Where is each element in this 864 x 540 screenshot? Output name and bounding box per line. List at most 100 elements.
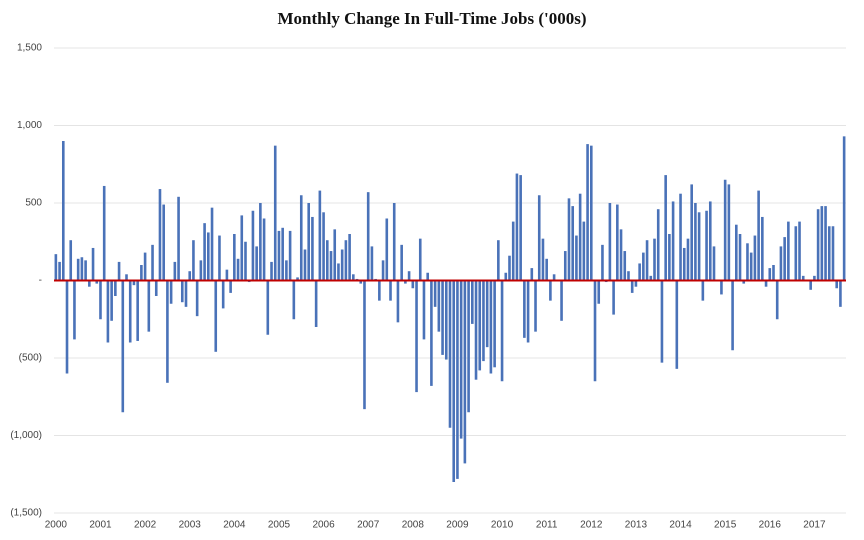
chart-title: Monthly Change In Full-Time Jobs ('000s) — [277, 9, 586, 28]
bar — [798, 221, 801, 281]
y-tick-label: (1,500) — [10, 508, 42, 519]
bar — [158, 189, 162, 281]
bar — [645, 240, 649, 281]
bar — [571, 206, 575, 281]
bar — [563, 251, 567, 281]
bar — [199, 260, 203, 281]
bar — [772, 265, 775, 281]
bar — [545, 258, 548, 281]
bar — [597, 280, 601, 304]
bar — [668, 234, 671, 281]
bar — [831, 226, 835, 281]
bar — [664, 175, 667, 281]
bar — [385, 218, 389, 281]
bar — [407, 271, 411, 281]
x-tick-label: 2017 — [803, 520, 826, 531]
bar — [593, 280, 597, 382]
bar — [207, 232, 210, 281]
bar — [537, 195, 541, 281]
bar — [764, 280, 768, 287]
bar — [184, 280, 188, 307]
bar — [697, 212, 701, 281]
bar — [99, 280, 102, 320]
bar — [768, 268, 772, 281]
bar — [623, 251, 627, 281]
bar — [842, 136, 846, 281]
bar — [749, 252, 753, 281]
x-tick-label: 2004 — [223, 520, 246, 531]
bar — [177, 196, 180, 281]
y-tick-label: (500) — [19, 353, 42, 364]
bar — [675, 280, 679, 369]
bar — [233, 234, 236, 281]
bar — [430, 280, 433, 386]
bar — [493, 280, 496, 368]
bar — [344, 240, 348, 281]
x-tick-label: 2008 — [402, 520, 425, 531]
bar — [560, 280, 563, 321]
bar — [738, 234, 742, 281]
bar — [314, 280, 318, 327]
bar — [575, 235, 578, 281]
bar — [270, 261, 273, 281]
bar — [582, 221, 586, 281]
bar — [761, 216, 764, 281]
bar — [61, 141, 65, 281]
x-tick-label: 2015 — [714, 520, 737, 531]
bar — [378, 280, 381, 301]
bar — [91, 247, 95, 281]
bar — [775, 280, 779, 320]
bar — [586, 144, 589, 281]
bar — [110, 280, 113, 321]
bar — [236, 258, 240, 281]
bar — [630, 280, 634, 293]
bar — [813, 275, 816, 281]
bar — [151, 244, 154, 281]
bar — [779, 246, 783, 281]
bar — [515, 173, 519, 281]
x-tick-label: 2007 — [357, 520, 380, 531]
bar — [244, 241, 247, 281]
bar — [682, 247, 686, 281]
bar — [534, 280, 537, 332]
bar — [84, 260, 87, 281]
bar — [255, 246, 258, 281]
bar — [801, 275, 805, 281]
bar — [816, 209, 820, 281]
bar — [787, 221, 790, 281]
bar — [463, 280, 467, 464]
bar — [318, 190, 322, 281]
bar — [392, 203, 396, 281]
bar — [169, 280, 173, 304]
bar — [404, 280, 407, 284]
bar — [422, 280, 426, 340]
bar — [794, 226, 798, 281]
bar — [827, 226, 831, 281]
bar — [727, 184, 731, 281]
bar — [143, 252, 147, 281]
bar — [381, 260, 385, 281]
x-tick-label: 2001 — [89, 520, 112, 531]
bar — [478, 280, 482, 371]
x-tick-label: 2011 — [536, 520, 558, 531]
bar — [311, 216, 314, 281]
bar — [192, 240, 195, 281]
bar — [686, 238, 690, 281]
bar — [649, 275, 653, 281]
bar — [589, 145, 593, 281]
bar — [76, 258, 80, 281]
bar — [352, 274, 355, 281]
bar — [485, 280, 489, 348]
bar — [195, 280, 199, 317]
bar — [303, 249, 307, 281]
bar — [396, 280, 400, 323]
bar — [835, 280, 839, 289]
bar — [511, 221, 515, 281]
bar — [333, 229, 337, 281]
bar — [415, 280, 418, 393]
y-tick-label: (1,000) — [10, 430, 42, 441]
bar — [370, 246, 374, 281]
x-tick-label: 2000 — [45, 520, 68, 531]
